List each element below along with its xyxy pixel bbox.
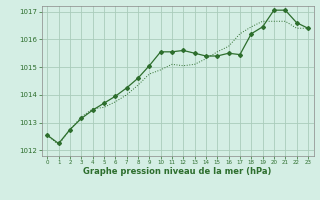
X-axis label: Graphe pression niveau de la mer (hPa): Graphe pression niveau de la mer (hPa) [84,167,272,176]
